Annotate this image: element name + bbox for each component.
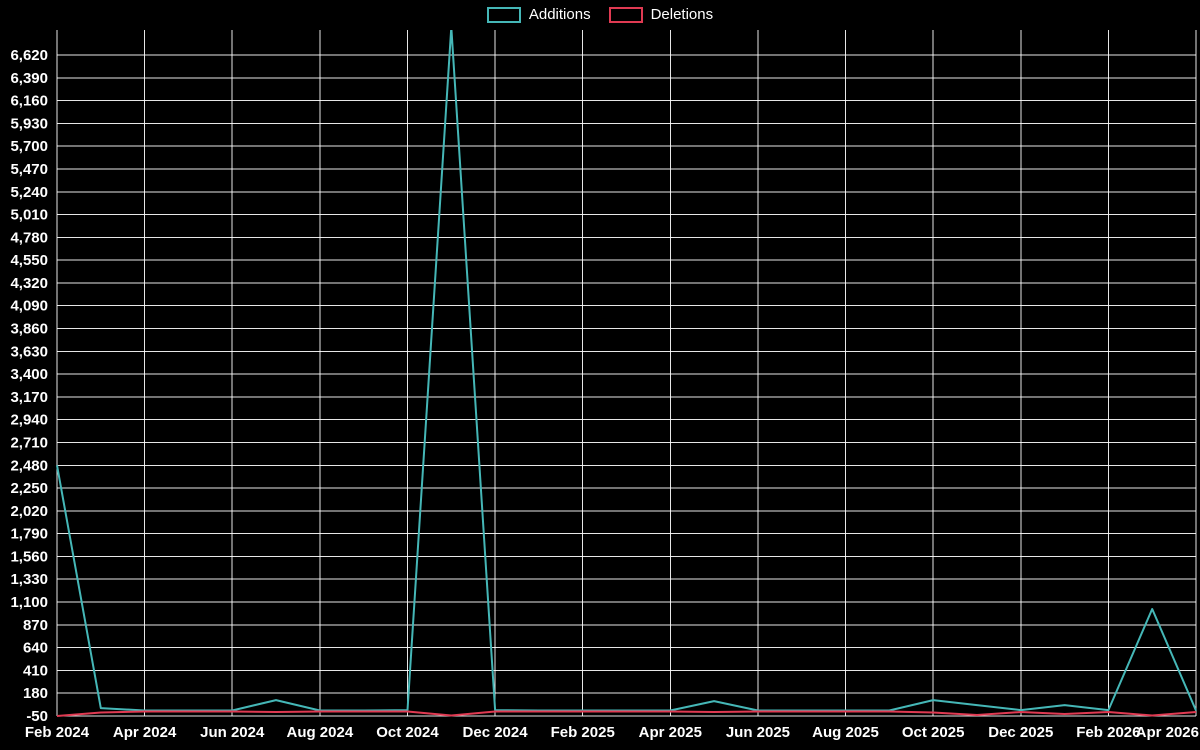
x-tick-label: Feb 2024 [25, 724, 90, 741]
x-tick-label: Jun 2025 [726, 724, 790, 741]
y-tick-label: -50 [26, 708, 48, 725]
y-tick-label: 4,320 [10, 275, 48, 292]
series-line-deletions [56, 710, 1197, 717]
legend-item-additions[interactable]: Additions [486, 6, 591, 23]
legend-label-additions: Additions [528, 6, 591, 23]
y-tick-label: 5,470 [10, 161, 48, 178]
x-tick-label: Feb 2025 [551, 724, 615, 741]
x-tick-label: Oct 2025 [902, 724, 965, 741]
x-tick-label: Dec 2024 [463, 724, 529, 741]
x-tick-label: Apr 2025 [639, 724, 702, 741]
y-tick-label: 180 [23, 685, 48, 702]
y-tick-label: 1,330 [10, 571, 48, 588]
grid [56, 30, 1197, 717]
y-tick-label: 6,620 [10, 47, 48, 64]
axis-labels: -50 180 410 640 870 1,100 1,330 1,560 1,790 2,020… [10, 47, 1199, 741]
y-tick-label: 5,240 [10, 184, 48, 201]
x-tick-label: Jun 2024 [200, 724, 265, 741]
y-tick-label: 6,390 [10, 70, 48, 87]
y-tick-label: 6,160 [10, 93, 48, 110]
y-tick-label: 2,940 [10, 412, 48, 429]
y-tick-label: 870 [23, 617, 48, 634]
y-tick-label: 4,550 [10, 252, 48, 269]
y-tick-label: 2,710 [10, 434, 48, 451]
y-tick-label: 4,090 [10, 298, 48, 315]
series-line-additions [56, 30, 1197, 712]
y-tick-label: 3,400 [10, 366, 48, 383]
y-tick-label: 1,790 [10, 526, 48, 543]
x-tick-label: Dec 2025 [988, 724, 1053, 741]
x-tick-label: Apr 2024 [113, 724, 177, 741]
y-tick-label: 1,100 [10, 594, 48, 611]
y-tick-label: 5,700 [10, 138, 48, 155]
x-tick-label: Aug 2025 [812, 724, 879, 741]
chart-legend: Additions Deletions [0, 6, 1200, 23]
y-tick-label: 5,930 [10, 115, 48, 132]
x-tick-label: Oct 2024 [376, 724, 439, 741]
x-tick-label: Apr 2026 [1136, 724, 1199, 741]
x-tick-label: Feb 2026 [1076, 724, 1140, 741]
y-tick-label: 640 [23, 640, 48, 657]
y-tick-label: 1,560 [10, 548, 48, 565]
deletions-swatch [608, 6, 643, 23]
y-tick-label: 3,170 [10, 389, 48, 406]
x-tick-label: Aug 2024 [286, 724, 353, 741]
y-tick-label: 5,010 [10, 207, 48, 224]
y-tick-label: 410 [23, 662, 48, 679]
y-tick-label: 3,630 [10, 343, 48, 360]
legend-label-deletions: Deletions [650, 6, 714, 23]
legend-item-deletions[interactable]: Deletions [608, 6, 714, 23]
y-tick-label: 2,480 [10, 457, 48, 474]
y-tick-label: 2,250 [10, 480, 48, 497]
additions-swatch [486, 6, 521, 23]
y-tick-label: 4,780 [10, 229, 48, 246]
y-tick-label: 3,860 [10, 321, 48, 338]
y-tick-label: 2,020 [10, 503, 48, 520]
